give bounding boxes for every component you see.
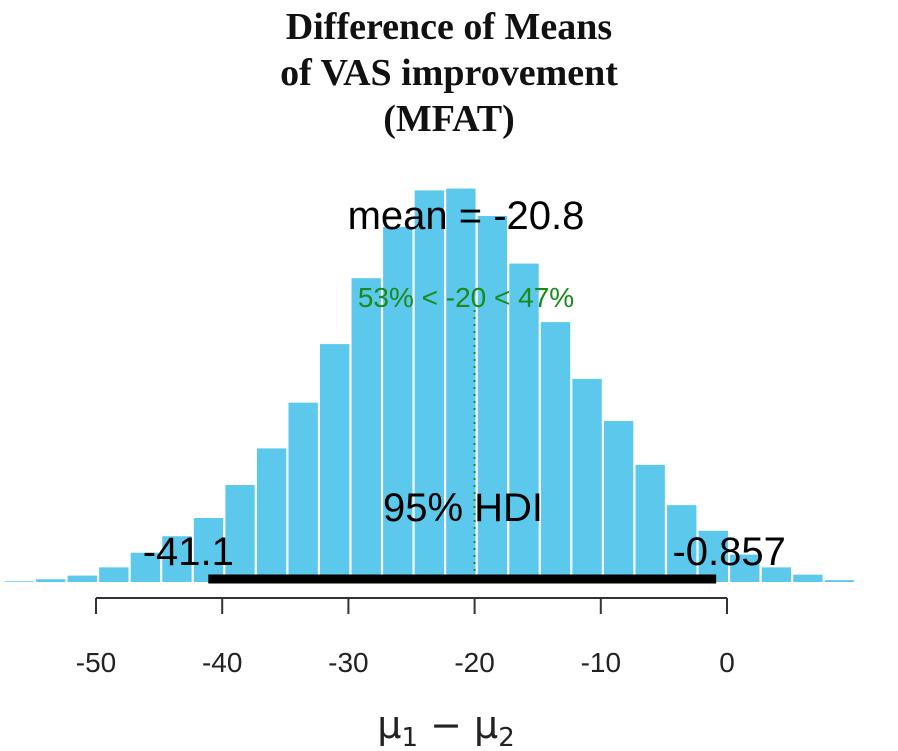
hdi-low-label: -41.1 xyxy=(143,530,234,574)
histogram-bar xyxy=(477,216,508,582)
histogram-bar xyxy=(603,420,634,582)
histogram-bar xyxy=(256,448,287,582)
histogram-bar xyxy=(824,580,855,582)
histogram-bar xyxy=(540,322,571,582)
histogram-bar xyxy=(320,344,350,582)
x-axis-label: μ1 − μ2 xyxy=(377,703,514,751)
histogram-bar xyxy=(162,536,192,582)
hdi-high-label: -0.857 xyxy=(672,530,785,574)
histogram-bar xyxy=(667,505,697,582)
x-axis: -50 -40 -30 -20 -10 0 xyxy=(76,597,735,678)
hdi-label: 95% HDI xyxy=(383,486,543,530)
histogram-bar xyxy=(793,574,823,582)
histogram-bar xyxy=(761,567,792,582)
histogram-bar xyxy=(383,226,413,583)
mean-label: mean = -20.8 xyxy=(348,194,585,238)
histogram-bar xyxy=(730,554,760,582)
histogram-bar xyxy=(193,517,224,582)
histogram-bar xyxy=(351,278,381,582)
histogram-bar xyxy=(635,464,665,582)
histogram-bar xyxy=(414,190,445,582)
histogram-bar xyxy=(698,530,728,582)
histogram-bar xyxy=(572,378,602,582)
histogram-bar xyxy=(509,263,539,582)
title-line-3: (MFAT) xyxy=(383,98,515,140)
comparison-label: 53% < -20 < 47% xyxy=(358,282,574,313)
histogram-bar xyxy=(67,575,97,583)
x-tick-label: -10 xyxy=(581,647,621,678)
histogram-bar xyxy=(99,567,129,582)
histogram-bar xyxy=(446,188,476,583)
x-tick-label: 0 xyxy=(719,647,735,678)
histogram-bar xyxy=(36,579,66,582)
histogram-bar xyxy=(130,552,161,582)
chart-title: Difference of Means of VAS improvement (… xyxy=(0,4,898,142)
bars-group xyxy=(4,188,855,583)
x-tick-label: -20 xyxy=(454,647,494,678)
histogram-bar xyxy=(225,485,255,582)
x-tick-label: -40 xyxy=(202,647,242,678)
x-tick-label: -30 xyxy=(328,647,368,678)
histogram-bar xyxy=(4,581,34,582)
histogram-bar xyxy=(288,402,318,582)
title-line-1: Difference of Means xyxy=(285,6,613,48)
title-line-2: of VAS improvement xyxy=(280,52,618,94)
x-tick-label: -50 xyxy=(76,647,116,678)
